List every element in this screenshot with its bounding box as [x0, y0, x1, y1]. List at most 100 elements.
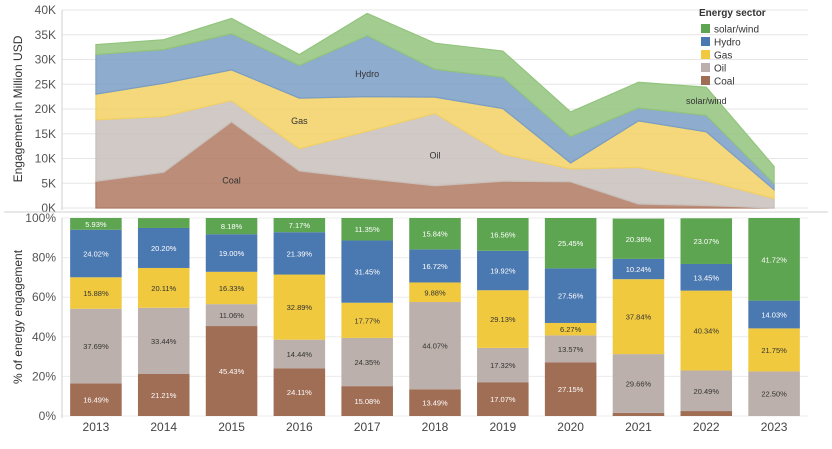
bar-data-label: 21.21%: [151, 391, 177, 400]
bar-segment: [409, 218, 461, 250]
bar-data-label: 14.44%: [287, 350, 313, 359]
bar-segment: [748, 300, 800, 329]
bar-data-label: 11.06%: [219, 311, 244, 320]
legend-swatch: [701, 63, 710, 72]
bar-data-label: 5.93%: [85, 220, 107, 229]
bar-data-label: 27.15%: [558, 385, 584, 394]
bar-segment: [748, 371, 800, 416]
bar-segment: [544, 335, 597, 363]
x-tick-label: 2021: [625, 420, 652, 434]
bar-data-label: 20.49%: [694, 387, 720, 396]
bar-y-tick-label: 40%: [32, 330, 56, 344]
bar-data-label: 15.08%: [354, 397, 380, 406]
bar-data-label: 9.88%: [424, 288, 446, 297]
bar-segment: [409, 302, 461, 390]
legend-title: Energy sector: [699, 8, 766, 19]
bar-data-label: 27.56%: [558, 292, 584, 301]
bar-segment: [680, 290, 733, 371]
bar-data-label: 31.45%: [354, 268, 380, 277]
x-tick-label: 2017: [354, 420, 381, 434]
area-y-tick-label: 15K: [35, 127, 56, 141]
area-annotation: Oil: [430, 151, 441, 161]
bar-segment: [205, 234, 258, 272]
bar-segment: [205, 326, 258, 416]
x-tick-label: 2019: [489, 420, 516, 434]
bar-segment: [409, 282, 461, 303]
legend-label: Oil: [714, 64, 726, 75]
bar-segment: [612, 412, 665, 416]
bar-data-label: 21.75%: [761, 346, 787, 355]
bar-segment: [341, 337, 393, 387]
bar-data-label: 7.17%: [289, 221, 311, 230]
bar-data-label: 13.57%: [558, 345, 584, 354]
bar-data-label: 20.36%: [626, 235, 652, 244]
legend-label: solar/wind: [714, 25, 759, 36]
bar-segment: [341, 302, 393, 338]
bar-segment: [273, 368, 326, 416]
bar-data-label: 15.88%: [83, 289, 109, 298]
bar-data-label: 21.39%: [287, 249, 313, 258]
area-y-tick-label: 20K: [35, 102, 56, 116]
bar-segment: [70, 217, 122, 230]
bar-data-label: 32.89%: [287, 303, 313, 312]
bar-data-label: 16.33%: [219, 284, 245, 293]
bar-segment: [748, 218, 800, 301]
area-series-solarwind: [95, 12, 775, 186]
bar-data-label: 13.45%: [694, 273, 720, 282]
bar-segment: [477, 347, 529, 383]
bar-data-label: 25.45%: [558, 239, 584, 248]
bar-segment: [273, 339, 326, 369]
bar-segment: [205, 218, 258, 235]
x-tick-label: 2014: [150, 420, 177, 434]
bar-data-label: 37.84%: [626, 313, 652, 322]
area-annotation: Coal: [222, 175, 241, 185]
bar-y-axis-title: % of energy engagement: [11, 249, 25, 384]
legend-swatch: [701, 50, 710, 59]
bar-segment: [70, 383, 122, 416]
area-y-tick-label: 30K: [35, 53, 56, 67]
bar-data-label: 24.35%: [354, 358, 380, 367]
bar-data-label: 17.32%: [490, 361, 516, 370]
bar-segment: [544, 322, 597, 336]
bar-segment: [341, 218, 393, 241]
bar-segment: [612, 258, 665, 280]
bar-segment: [477, 250, 529, 291]
bar-data-label: 16.56%: [490, 230, 516, 239]
bar-data-label: 17.07%: [490, 395, 516, 404]
legend: Energy sector solar/wind Hydro Gas Oil Coal: [699, 8, 766, 88]
bar-data-label: 24.11%: [287, 388, 312, 397]
bar-data-label: 19.92%: [490, 267, 516, 276]
bar-data-label: 45.43%: [219, 367, 245, 376]
bar-y-tick-label: 80%: [32, 251, 56, 265]
area-annotation: solar/wind: [686, 96, 727, 106]
bar-segment: [137, 218, 190, 228]
bar-data-label: 17.77%: [354, 316, 380, 325]
area-y-tick-label: 40K: [35, 3, 56, 17]
bar-segment: [409, 249, 461, 283]
bar-segment: [680, 263, 733, 291]
bar-data-label: 15.84%: [422, 230, 448, 239]
bar-segment: [70, 308, 122, 384]
bar-segment: [680, 218, 733, 264]
bar-segment: [137, 307, 190, 375]
bar-segment: [205, 271, 258, 305]
bar-data-label: 19.00%: [219, 249, 245, 258]
bar-segment: [205, 304, 258, 327]
legend-label: Hydro: [714, 38, 741, 49]
bar-segment: [544, 362, 597, 416]
x-tick-label: 2018: [422, 420, 449, 434]
legend-label: Gas: [714, 51, 732, 62]
bar-data-label: 11.35%: [355, 225, 380, 234]
bar-segment: [477, 290, 529, 348]
bar-data-label: 6.27%: [560, 325, 582, 334]
bar-segment: [748, 328, 800, 372]
bar-segment: [137, 374, 190, 416]
legend-label: Coal: [714, 77, 735, 88]
bar-segment: [680, 411, 733, 416]
bar-segment: [612, 279, 665, 355]
area-y-tick-label: 5K: [41, 176, 56, 190]
bar-segment: [273, 274, 326, 340]
bar-segment: [341, 386, 393, 416]
